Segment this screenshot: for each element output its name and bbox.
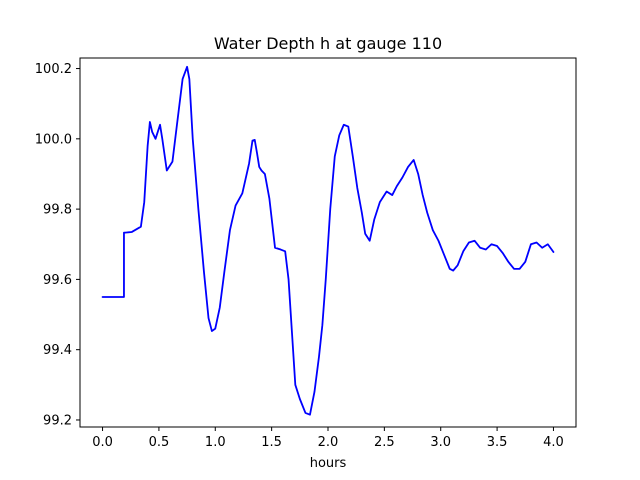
y-tick-label: 99.6 — [43, 273, 72, 288]
y-tick-label: 99.2 — [43, 413, 72, 428]
water-depth-line — [101, 65, 555, 416]
x-tick-label: 3.0 — [430, 435, 451, 450]
y-tick-label: 100.2 — [35, 62, 72, 77]
y-tick-label: 99.4 — [43, 343, 72, 358]
x-tick-label: 3.5 — [487, 435, 508, 450]
x-axis-label: hours — [310, 456, 347, 471]
x-tick-label: 0.0 — [92, 435, 113, 450]
chart-title: Water Depth h at gauge 110 — [214, 34, 442, 53]
x-axis: 0.0 0.5 1.0 1.5 2.0 2.5 3.0 3.5 4.0 — [92, 427, 564, 450]
x-tick-label: 1.5 — [261, 435, 282, 450]
x-tick-label: 1.0 — [205, 435, 226, 450]
x-tick-label: 0.5 — [149, 435, 170, 450]
x-tick-label: 4.0 — [543, 435, 564, 450]
y-tick-label: 99.8 — [43, 203, 72, 218]
series-layer — [101, 65, 555, 416]
y-axis: 99.2 99.4 99.6 99.8 100.0 100.2 — [35, 62, 80, 428]
x-tick-label: 2.5 — [374, 435, 395, 450]
x-tick-label: 2.0 — [318, 435, 339, 450]
y-tick-label: 100.0 — [35, 132, 72, 147]
